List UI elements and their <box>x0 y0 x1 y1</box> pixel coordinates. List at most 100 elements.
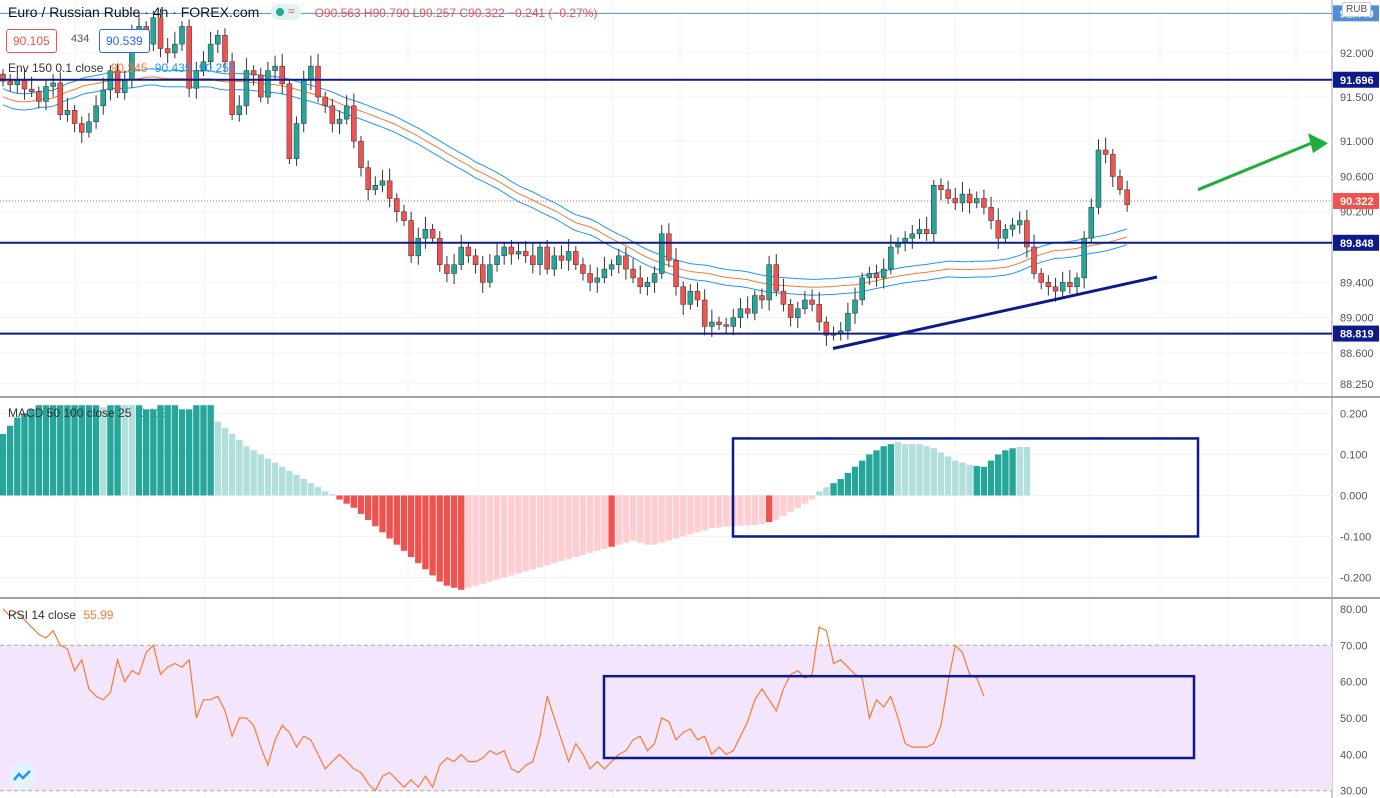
macd-histogram-bar <box>923 446 930 496</box>
macd-histogram-bar <box>952 460 959 496</box>
macd-tick-label: 0.000 <box>1340 490 1368 502</box>
macd-histogram-bar <box>944 456 952 496</box>
macd-histogram-bar <box>57 405 64 496</box>
macd-histogram-bar <box>701 495 708 531</box>
candle-body <box>57 82 64 115</box>
candle-body <box>823 321 830 336</box>
macd-histogram-bar <box>364 495 372 521</box>
candle-body <box>701 299 708 327</box>
macd-histogram-bar <box>866 454 873 496</box>
candle-body <box>773 264 780 292</box>
macd-histogram-bar <box>450 495 458 588</box>
candle-body <box>250 70 257 76</box>
candle-body <box>451 264 457 274</box>
candle-body <box>888 246 894 270</box>
candle-body <box>859 277 865 301</box>
level-tag <box>1333 234 1379 251</box>
candle-body <box>351 105 357 142</box>
macd-histogram-bar <box>515 495 522 574</box>
candle-body <box>780 290 787 305</box>
candle-body <box>121 79 128 93</box>
symbol-title[interactable]: Euro / Russian Ruble · 4h · FOREX.com <box>8 4 260 20</box>
candle-body <box>487 264 493 283</box>
candle-body <box>1045 282 1052 287</box>
current-price-label: 90.322 <box>1340 196 1374 208</box>
macd-histogram-bar <box>887 444 895 496</box>
candle-body <box>1117 176 1123 190</box>
macd-histogram-bar <box>71 405 78 496</box>
candle-body <box>472 255 479 265</box>
tradingview-logo-icon[interactable] <box>8 762 36 790</box>
macd-legend[interactable]: MACD 50 100 close 25 0.118 <box>8 406 168 420</box>
macd-histogram-bar <box>221 427 229 496</box>
macd-histogram-bar <box>572 495 579 557</box>
macd-highlight-box <box>731 437 1200 538</box>
candle-body <box>322 96 328 107</box>
candle-body <box>437 237 443 265</box>
candle-body <box>1088 207 1095 239</box>
ask-price-button[interactable]: 90.539 <box>99 29 150 53</box>
macd-histogram-bar <box>465 495 472 588</box>
candle-body <box>229 61 235 115</box>
candle-body <box>515 251 522 255</box>
candle-body <box>458 246 464 265</box>
macd-histogram-bar <box>1023 447 1031 496</box>
level-label: 89.848 <box>1340 238 1374 250</box>
candle-body <box>873 273 880 279</box>
candle-body <box>802 299 808 310</box>
ohlc-readout: O90.563 H90.790 L90.257 C90.322 −0.241 (… <box>314 6 598 20</box>
candle-body <box>694 290 701 301</box>
price-tick-label: 89.400 <box>1340 277 1374 289</box>
macd-histogram-bar <box>21 413 28 496</box>
macd-histogram-bar <box>493 495 501 580</box>
macd-histogram-bar <box>443 495 451 586</box>
candle-body <box>71 110 78 124</box>
macd-histogram-bar <box>830 483 837 496</box>
candle-body <box>114 70 121 93</box>
candle-body <box>537 246 543 265</box>
candle-body <box>587 273 593 283</box>
candle-body <box>1074 277 1080 287</box>
candle-body <box>215 35 221 45</box>
rsi-legend[interactable]: RSI 14 close 55.99 <box>8 608 113 622</box>
candle-body <box>429 229 436 239</box>
macd-histogram-bar <box>672 495 680 539</box>
macd-histogram-bar <box>228 433 236 496</box>
level-label: 91.696 <box>1340 75 1374 87</box>
candle-body <box>86 121 92 133</box>
rsi-highlight-box <box>602 674 1196 760</box>
candle-body <box>558 255 565 261</box>
candle-body <box>236 105 243 115</box>
macd-histogram-bar <box>522 495 529 572</box>
macd-histogram-bar <box>665 495 673 541</box>
macd-histogram-bar <box>128 405 136 496</box>
macd-histogram-bar <box>393 495 400 545</box>
candle-body <box>372 185 379 190</box>
candle-body <box>866 273 873 279</box>
envelope-legend[interactable]: Env 150 0.1 close 90.345 90.435 90.255 <box>8 61 236 75</box>
rsi-tick-label: 80.00 <box>1340 604 1368 616</box>
macd-histogram-bar <box>959 462 966 496</box>
macd-histogram-bar <box>314 487 322 496</box>
candle-body <box>293 123 300 160</box>
candle-body <box>680 286 686 305</box>
candle-body <box>666 233 672 261</box>
rsi-value: 55.99 <box>83 608 114 622</box>
macd-tick-label: 0.200 <box>1340 408 1368 420</box>
macd-histogram-bar <box>980 466 988 496</box>
envelope-basis-line <box>2 76 1128 288</box>
candle-body <box>501 246 507 257</box>
macd-histogram-bar <box>150 409 157 496</box>
bid-price-button[interactable]: 90.105 <box>6 29 57 53</box>
candle-body <box>687 290 694 305</box>
macd-histogram-bar <box>801 495 809 504</box>
candle-body <box>945 189 951 199</box>
macd-histogram-bar <box>157 405 164 496</box>
macd-histogram-bar <box>479 495 486 584</box>
macd-histogram-bar <box>458 495 465 590</box>
spread-value: 434 <box>71 33 90 45</box>
candle-body <box>7 80 13 85</box>
candle-body <box>207 43 214 63</box>
candle-body <box>1081 237 1087 279</box>
